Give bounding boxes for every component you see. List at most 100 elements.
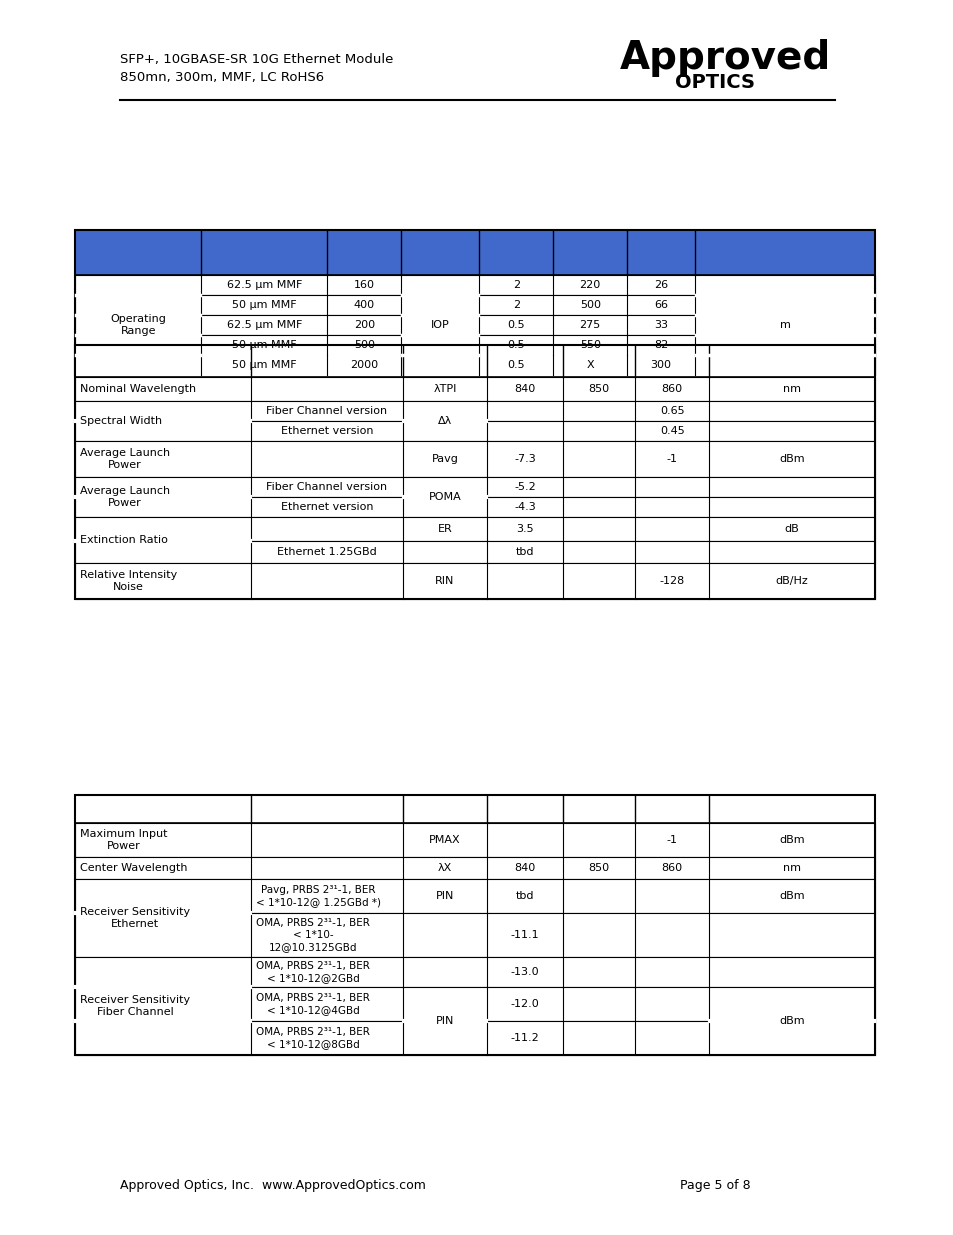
Bar [75, 857, 874, 879]
Text: 82: 82 [653, 340, 667, 350]
Text: 860: 860 [661, 384, 682, 394]
Text: OMA, PRBS 2³¹-1, BER
< 1*10-12@4GBd: OMA, PRBS 2³¹-1, BER < 1*10-12@4GBd [255, 993, 370, 1015]
Text: 300: 300 [650, 359, 671, 370]
Text: dBm: dBm [779, 835, 804, 845]
Text: 850: 850 [588, 863, 609, 873]
Bar [75, 496, 874, 517]
Text: 0.45: 0.45 [659, 426, 684, 436]
Text: Average Launch
Power: Average Launch Power [80, 448, 170, 469]
Text: Fiber Channel version: Fiber Channel version [266, 406, 387, 416]
Text: POMA: POMA [428, 492, 461, 501]
Text: 860: 860 [661, 863, 682, 873]
Bar [75, 563, 874, 599]
Text: ER: ER [437, 524, 452, 534]
Text: 550: 550 [579, 340, 600, 350]
Text: 26: 26 [653, 280, 667, 290]
Text: -13.0: -13.0 [510, 967, 538, 977]
Text: Extinction Ratio: Extinction Ratio [80, 535, 168, 545]
Text: 50 μm MMF: 50 μm MMF [232, 340, 296, 350]
Text: Fiber Channel version: Fiber Channel version [266, 482, 387, 492]
Bar [75, 957, 874, 987]
Bar [75, 823, 874, 857]
Text: Page 5 of 8: Page 5 of 8 [679, 1178, 750, 1192]
Text: -128: -128 [659, 576, 684, 585]
Bar [75, 421, 874, 441]
Bar [75, 795, 874, 823]
Bar [75, 517, 874, 541]
Text: Average Launch
Power: Average Launch Power [80, 487, 170, 508]
Text: -11.1: -11.1 [510, 930, 538, 940]
Bar [75, 275, 874, 295]
Text: 850: 850 [588, 384, 609, 394]
Bar [75, 230, 874, 275]
Bar [75, 477, 874, 496]
Text: tbd: tbd [516, 547, 534, 557]
Text: 66: 66 [654, 300, 667, 310]
Text: 2: 2 [512, 280, 519, 290]
Text: dBm: dBm [779, 890, 804, 902]
Text: 0.65: 0.65 [659, 406, 684, 416]
Bar [75, 377, 874, 401]
Text: PIN: PIN [436, 890, 454, 902]
Text: -11.2: -11.2 [510, 1032, 538, 1044]
Text: -1: -1 [666, 454, 677, 464]
Text: nm: nm [782, 863, 801, 873]
Bar [75, 987, 874, 1021]
Text: 840: 840 [514, 384, 535, 394]
Text: 62.5 μm MMF: 62.5 μm MMF [226, 280, 301, 290]
Text: 400: 400 [354, 300, 375, 310]
Bar [75, 335, 874, 354]
Text: Ethernet version: Ethernet version [280, 426, 373, 436]
Text: dB/Hz: dB/Hz [775, 576, 808, 585]
Bar [75, 345, 874, 377]
Text: Relative Intensity
Noise: Relative Intensity Noise [80, 571, 177, 592]
Text: OMA, PRBS 2³¹-1, BER
< 1*10-12@8GBd: OMA, PRBS 2³¹-1, BER < 1*10-12@8GBd [255, 1028, 370, 1049]
Text: tbd: tbd [516, 890, 534, 902]
Text: 2: 2 [512, 300, 519, 310]
Text: Maximum Input
Power: Maximum Input Power [80, 829, 168, 851]
Text: 500: 500 [354, 340, 375, 350]
Text: PIN: PIN [436, 1016, 454, 1026]
Text: SFP+, 10GBASE-SR 10G Ethernet Module: SFP+, 10GBASE-SR 10G Ethernet Module [120, 53, 393, 67]
Text: 33: 33 [654, 320, 667, 330]
Text: 275: 275 [579, 320, 600, 330]
Text: OMA, PRBS 2³¹-1, BER
< 1*10-
12@10.3125GBd: OMA, PRBS 2³¹-1, BER < 1*10- 12@10.3125G… [255, 919, 370, 952]
Text: 0.5: 0.5 [507, 359, 524, 370]
Text: Δλ: Δλ [437, 416, 452, 426]
Bar [75, 345, 874, 599]
Text: Approved: Approved [619, 40, 830, 77]
Text: Approved Optics, Inc.  www.ApprovedOptics.com: Approved Optics, Inc. www.ApprovedOptics… [120, 1178, 425, 1192]
Bar [75, 230, 874, 375]
Text: RIN: RIN [435, 576, 455, 585]
Text: 160: 160 [354, 280, 375, 290]
Text: dB: dB [784, 524, 799, 534]
Bar [75, 295, 874, 315]
Text: -4.3: -4.3 [514, 501, 536, 513]
Text: λX: λX [437, 863, 452, 873]
Text: 50 μm MMF: 50 μm MMF [232, 300, 296, 310]
Text: Ethernet version: Ethernet version [280, 501, 373, 513]
Text: 62.5 μm MMF: 62.5 μm MMF [226, 320, 301, 330]
Text: Operating
Range: Operating Range [111, 314, 166, 336]
Bar [75, 913, 874, 957]
Bar [75, 401, 874, 421]
Text: 840: 840 [514, 863, 535, 873]
Text: -5.2: -5.2 [514, 482, 536, 492]
Text: 50 μm MMF: 50 μm MMF [232, 359, 296, 370]
Text: λTPI: λTPI [433, 384, 456, 394]
Text: 0.5: 0.5 [507, 320, 524, 330]
Text: Pavg: Pavg [431, 454, 458, 464]
Text: -1: -1 [666, 835, 677, 845]
Text: -12.0: -12.0 [510, 999, 538, 1009]
Text: OPTICS: OPTICS [675, 73, 754, 91]
Text: 0.5: 0.5 [507, 340, 524, 350]
Bar [75, 315, 874, 335]
Text: nm: nm [782, 384, 801, 394]
Text: 500: 500 [579, 300, 600, 310]
Text: Center Wavelength: Center Wavelength [80, 863, 188, 873]
Text: dBm: dBm [779, 1016, 804, 1026]
Bar [75, 354, 874, 375]
Text: Receiver Sensitivity
Fiber Channel: Receiver Sensitivity Fiber Channel [80, 995, 190, 1016]
Text: Nominal Wavelength: Nominal Wavelength [80, 384, 196, 394]
Text: 3.5: 3.5 [516, 524, 534, 534]
